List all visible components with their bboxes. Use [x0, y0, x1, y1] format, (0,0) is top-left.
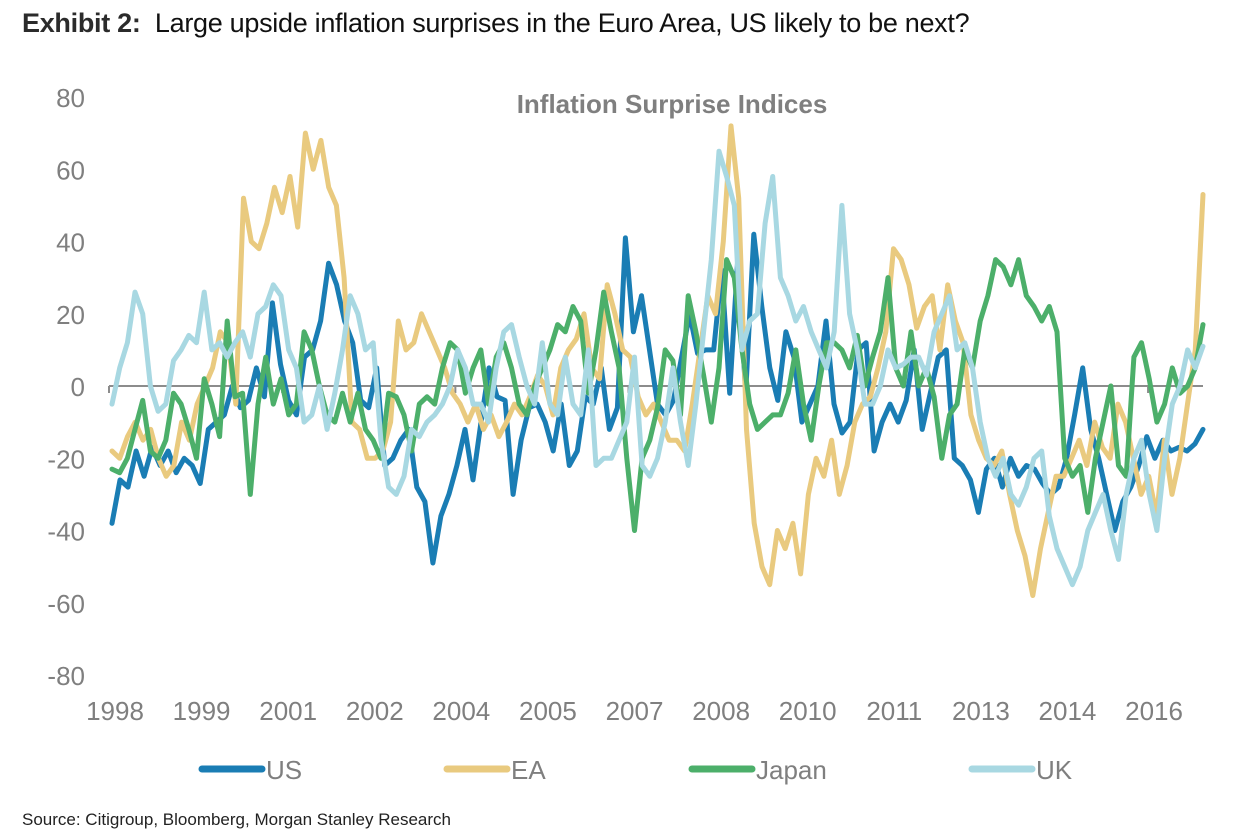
series-lines [109, 123, 1206, 598]
y-tick-label: 40 [56, 228, 85, 258]
series-line-uk [109, 148, 1206, 588]
legend-label-japan: Japan [756, 755, 827, 785]
y-tick-label: -80 [47, 661, 85, 691]
legend: US EA Japan UK [198, 755, 1073, 785]
x-axis: 1998 1999 2001 2002 2004 2005 2007 2008 2010 2011… [86, 385, 1203, 726]
exhibit-title-text: Large upside inflation surprises in the … [154, 8, 970, 38]
x-tick-label: 1999 [173, 696, 231, 726]
x-tick-label: 1998 [86, 696, 144, 726]
x-tick-label: 2013 [952, 696, 1010, 726]
x-tick-label: 2016 [1125, 696, 1183, 726]
y-tick-label: -40 [47, 517, 85, 547]
inflation-surprise-chart: Inflation Surprise Indices 80 60 40 20 0 -20 -… [47, 83, 1206, 785]
x-tick-label: 2002 [346, 696, 404, 726]
x-tick-label: 2007 [606, 696, 664, 726]
x-tick-label: 2014 [1039, 696, 1097, 726]
x-tick-label: 2001 [259, 696, 317, 726]
y-tick-label: 0 [71, 372, 85, 402]
x-tick-label: 2010 [779, 696, 837, 726]
legend-label-us: US [266, 755, 302, 785]
series-line-ea [109, 123, 1206, 598]
y-tick-label: -60 [47, 589, 85, 619]
legend-label-uk: UK [1036, 755, 1073, 785]
source-note: Source: Citigroup, Bloomberg, Morgan Sta… [22, 810, 451, 829]
x-tick-label: 2004 [432, 696, 490, 726]
y-tick-label: 80 [56, 83, 85, 113]
x-tick-label: 2011 [866, 696, 922, 726]
y-axis: 80 60 40 20 0 -20 -40 -60 -80 [47, 83, 85, 691]
y-tick-label: -20 [47, 444, 85, 474]
exhibit-title: Exhibit 2: Large upside inflation surpri… [22, 8, 970, 39]
y-tick-label: 20 [56, 300, 85, 330]
series-line-japan [109, 257, 1206, 533]
x-tick-label: 2008 [692, 696, 750, 726]
legend-label-ea: EA [511, 755, 546, 785]
exhibit-label: Exhibit 2: [22, 8, 141, 38]
x-tick-label: 2005 [519, 696, 577, 726]
y-tick-label: 60 [56, 155, 85, 185]
chart-title: Inflation Surprise Indices [517, 89, 828, 119]
